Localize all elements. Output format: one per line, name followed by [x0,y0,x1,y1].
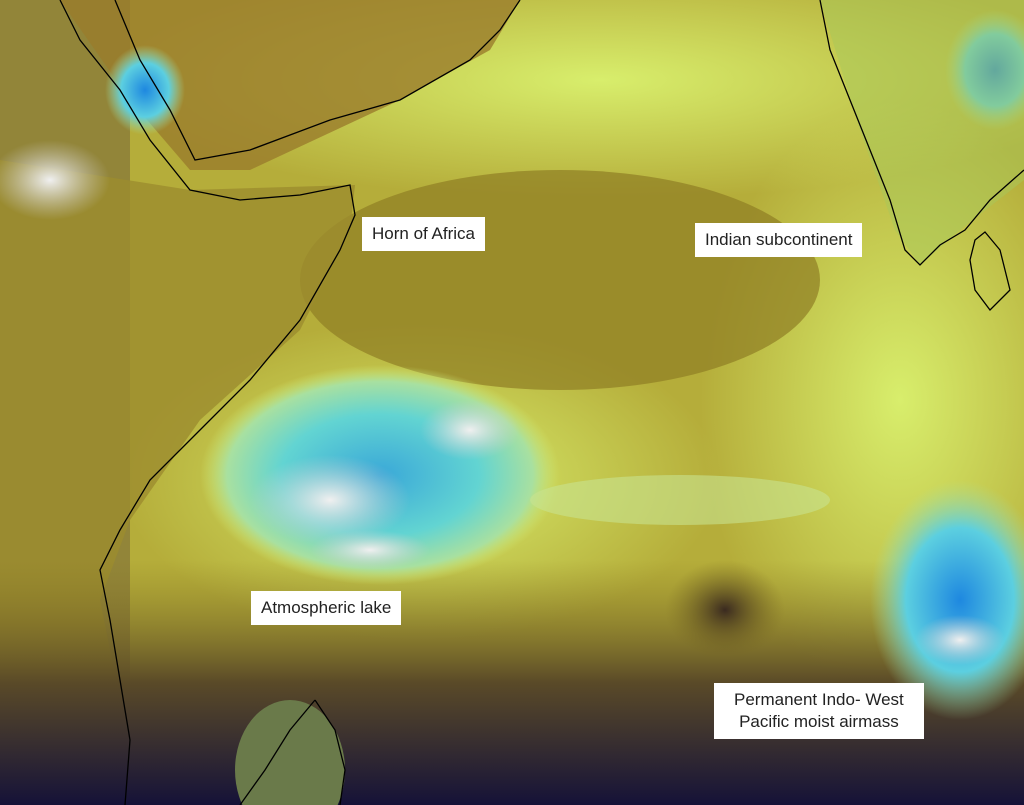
moist-tongue [530,475,830,525]
label-line: Pacific moist airmass [739,712,899,731]
label-horn-of-africa: Horn of Africa [362,217,485,251]
label-line: Permanent Indo- West [734,690,904,709]
cloud-cluster [250,455,410,545]
cloud-cluster [915,615,1005,665]
cloud-cluster [420,400,520,460]
label-moist-airmass: Permanent Indo- West Pacific moist airma… [714,683,924,739]
dry-spot [665,560,785,660]
label-indian-subcontinent: Indian subcontinent [695,223,863,257]
label-atmospheric-lake: Atmospheric lake [251,591,402,625]
cloud-cluster [0,140,110,220]
coastlines [59,0,1024,805]
moist-area-redsea [105,45,185,135]
madagascar-land [235,700,345,805]
india-land [820,0,1024,265]
dry-core-arabian [300,170,820,390]
south-dry-airmass [0,560,1024,805]
arabia-land [60,0,520,170]
cloud-cluster [310,530,430,570]
